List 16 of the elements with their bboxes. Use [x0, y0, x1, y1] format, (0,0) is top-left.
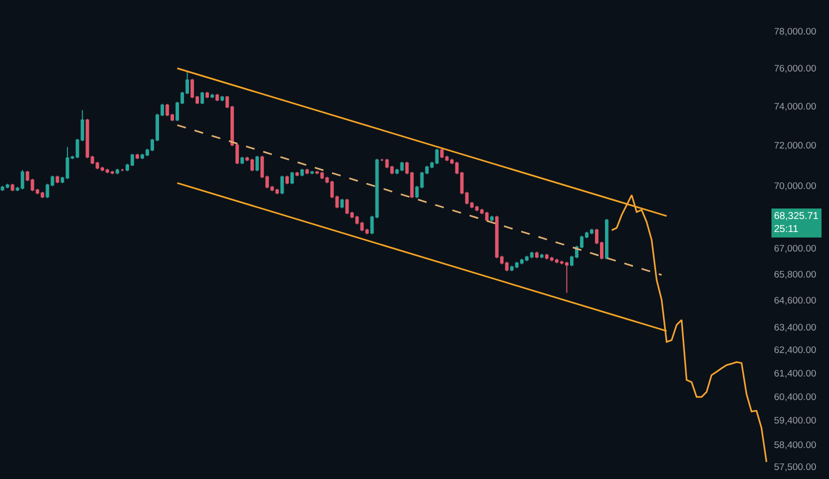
y-tick-label: 67,000.00 — [774, 244, 816, 255]
y-tick-label: 65,800.00 — [774, 269, 816, 280]
y-tick-label: 74,000.00 — [774, 102, 816, 113]
y-tick-label: 72,000.00 — [774, 140, 816, 152]
y-tick-label: 60,400.00 — [774, 392, 816, 403]
y-tick-label: 76,000.00 — [774, 63, 816, 74]
text: 68,325.71 25:11 — [774, 211, 819, 235]
y-tick-label: 62,400.00 — [774, 345, 816, 356]
y-tick-label: 64,600.00 — [774, 296, 816, 307]
y-tick-label: 58,400.00 — [774, 440, 816, 451]
y-tick-label: 63,400.00 — [774, 322, 816, 334]
y-tick-label: 59,400.00 — [774, 416, 816, 427]
y-tick-label: 57,500.00 — [774, 462, 816, 474]
y-tick-label: 70,000.00 — [774, 180, 816, 192]
y-tick-label: 78,000.00 — [774, 26, 816, 38]
y-tick-label: 61,400.00 — [774, 368, 816, 380]
